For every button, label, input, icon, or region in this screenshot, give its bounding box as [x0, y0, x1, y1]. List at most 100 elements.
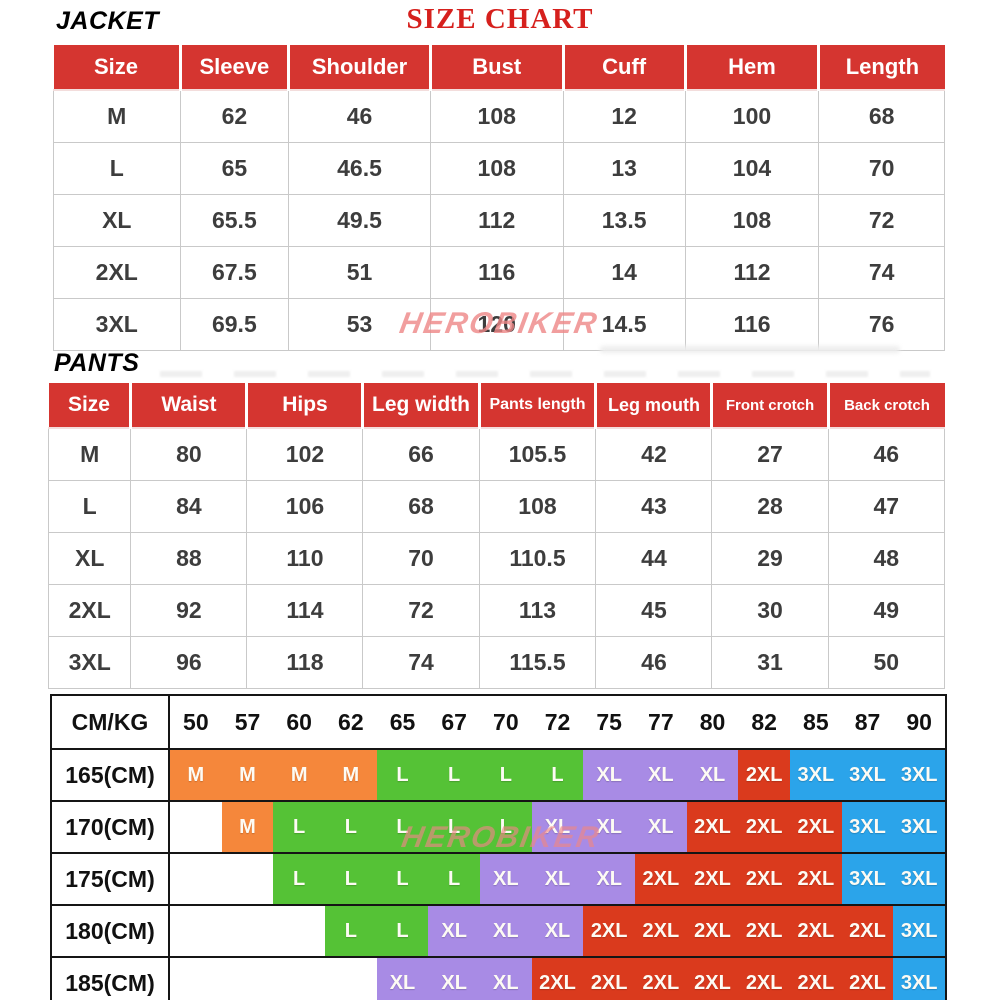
pants-cell: 108 [478, 480, 597, 533]
pants-cell: 2XL [47, 584, 132, 637]
erased-watermark-remnant [160, 371, 930, 377]
matrix-size-cell: 2XL [841, 958, 894, 1000]
pants-cell: 42 [595, 427, 713, 481]
pants-cell: 48 [827, 532, 945, 585]
jacket-cell: 112 [429, 194, 564, 247]
matrix-size-cell: L [480, 802, 532, 852]
matrix-size-cell: 2XL [738, 802, 790, 852]
pants-cell: 72 [362, 584, 480, 637]
matrix-weight-label: 65 [376, 696, 429, 748]
jacket-cell: 104 [684, 142, 820, 195]
matrix-size-cell: M [170, 750, 222, 800]
jacket-cell: 46 [288, 89, 431, 143]
jacket-cell: 76 [818, 298, 945, 351]
matrix-height-label: 180(CM) [52, 906, 170, 956]
matrix-size-cell: 3XL [841, 750, 894, 800]
pants-cell: 110 [246, 532, 364, 585]
matrix-size-cell [170, 906, 222, 956]
matrix-size-cell: 2XL [583, 958, 635, 1000]
jacket-cell: 112 [684, 246, 820, 299]
jacket-cell: 108 [429, 89, 564, 143]
matrix-size-cell: 3XL [893, 750, 945, 800]
jacket-cell: 68 [818, 89, 945, 143]
matrix-height-label: 185(CM) [52, 958, 170, 1000]
pants-cell: 50 [827, 636, 945, 689]
pants-header-cell: Leg mouth [595, 383, 714, 429]
jacket-header-cell: Length [818, 45, 945, 91]
pants-cell: 70 [362, 532, 480, 585]
jacket-header-cell: Size [53, 45, 182, 91]
jacket-row: XL 65.5 49.5 112 13.5 108 72 [53, 194, 945, 247]
matrix-weight-label: 50 [170, 696, 222, 748]
jacket-header-row: Size Sleeve Shoulder Bust Cuff Hem Length [53, 45, 945, 91]
pants-header-cell: Size [48, 383, 133, 429]
jacket-cell: 108 [684, 194, 820, 247]
pants-cell: 43 [595, 480, 713, 533]
jacket-row: 2XL 67.5 51 116 14 112 74 [53, 246, 945, 299]
matrix-size-cell: XL [428, 906, 480, 956]
matrix-size-cell: L [376, 906, 429, 956]
jacket-cell: 74 [818, 246, 945, 299]
page-title: SIZE CHART [406, 3, 594, 35]
pants-cell: L [47, 480, 132, 533]
jacket-cell: 116 [684, 298, 820, 351]
jacket-row: L 65 46.5 108 13 104 70 [53, 142, 945, 195]
matrix-size-cell: 3XL [841, 802, 894, 852]
jacket-header-cell: Bust [430, 45, 565, 91]
matrix-size-cell: 3XL [893, 802, 945, 852]
matrix-size-cell: 2XL [790, 802, 842, 852]
matrix-height-label: 165(CM) [52, 750, 170, 800]
matrix-size-cell: XL [531, 906, 584, 956]
pants-header-row: Size Waist Hips Leg width Pants length Leg mo… [48, 383, 945, 429]
pants-cell: 88 [130, 532, 248, 585]
jacket-cell: 13 [562, 142, 686, 195]
matrix-weight-label: 77 [635, 696, 687, 748]
matrix-size-cell [170, 802, 222, 852]
matrix-size-cell: 2XL [635, 958, 687, 1000]
matrix-weight-label: 80 [686, 696, 739, 748]
matrix-size-cell: 2XL [738, 906, 790, 956]
jacket-cell: 120 [429, 298, 564, 351]
pants-cell: 28 [711, 480, 829, 533]
pants-row: L 84 106 68 108 43 28 47 [47, 480, 945, 533]
jacket-cell: 67.5 [179, 246, 290, 299]
matrix-size-cell [170, 958, 222, 1000]
matrix-row: 185(CM) XL XL XL 2XL 2XL 2XL 2XL 2XL 2XL 2XL 3XL [52, 958, 945, 1000]
matrix-size-cell: XL [428, 958, 480, 1000]
matrix-size-cell: L [325, 802, 377, 852]
matrix-size-cell: XL [531, 802, 584, 852]
pants-cell: 114 [246, 584, 364, 637]
matrix-size-cell: XL [480, 906, 532, 956]
jacket-cell: 62 [179, 89, 290, 143]
matrix-size-cell: 3XL [841, 854, 894, 904]
jacket-row: 3XL 69.5 53 120 14.5 116 76 [53, 298, 945, 351]
pants-cell: 74 [362, 636, 480, 689]
matrix-size-cell [170, 854, 222, 904]
pants-cell: 80 [130, 427, 248, 481]
matrix-size-cell: M [221, 750, 274, 800]
matrix-size-cell: 3XL [893, 958, 945, 1000]
jacket-cell: 108 [429, 142, 564, 195]
matrix-weight-label: 85 [790, 696, 842, 748]
pants-cell: XL [47, 532, 132, 585]
pants-cell: 102 [246, 427, 364, 481]
pants-cell: 45 [595, 584, 713, 637]
matrix-size-cell [273, 958, 325, 1000]
pants-section-label: PANTS [54, 349, 140, 377]
matrix-size-cell: L [325, 854, 377, 904]
matrix-size-cell: XL [583, 802, 635, 852]
pants-header-cell: Hips [246, 383, 365, 429]
jacket-cell: 3XL [53, 298, 181, 351]
pants-cell: M [47, 427, 132, 481]
matrix-height-label: 170(CM) [52, 802, 170, 852]
jacket-section-label: JACKET [56, 7, 160, 35]
matrix-size-cell: L [273, 854, 325, 904]
pants-cell: 30 [711, 584, 829, 637]
matrix-size-cell: L [376, 854, 429, 904]
pants-cell: 118 [246, 636, 364, 689]
pants-cell: 68 [362, 480, 480, 533]
jacket-cell: 13.5 [562, 194, 686, 247]
pants-cell: 115.5 [478, 636, 597, 689]
matrix-size-cell: L [325, 906, 377, 956]
